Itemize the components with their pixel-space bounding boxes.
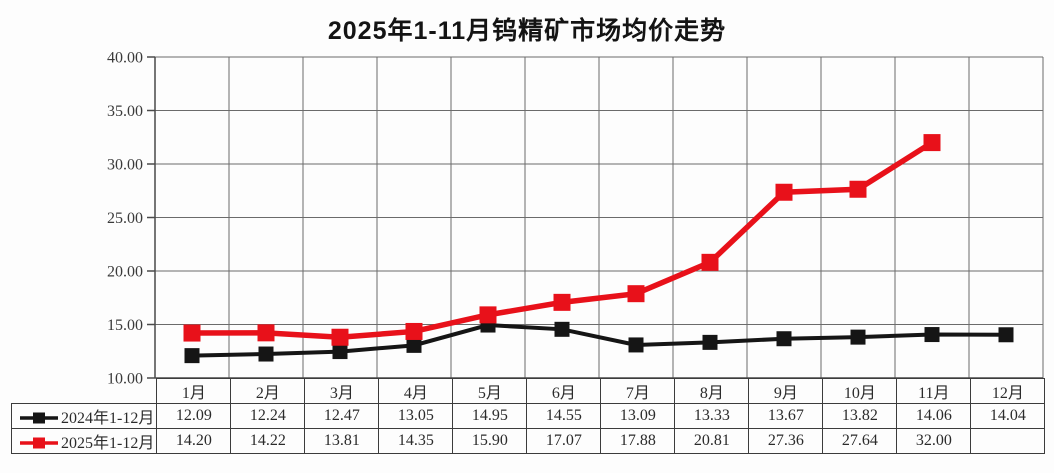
value-cell: 13.33 xyxy=(674,403,750,429)
value-cell: 17.88 xyxy=(600,428,676,454)
data-point-marker xyxy=(479,306,497,324)
value-cell: 14.55 xyxy=(526,403,602,429)
month-header-cell: 8月 xyxy=(674,378,750,404)
data-point-marker xyxy=(701,253,719,271)
value-cell: 32.00 xyxy=(896,428,972,454)
month-header-cell: 9月 xyxy=(748,378,824,404)
y-axis-tick-label: 30.00 xyxy=(107,157,143,174)
value-cell: 13.81 xyxy=(304,428,380,454)
month-header-cell: 10月 xyxy=(822,378,898,404)
value-cell: 13.05 xyxy=(378,403,454,429)
y-axis-tick-label: 40.00 xyxy=(107,50,143,67)
legend-key-icon xyxy=(20,412,58,424)
month-header-cell: 2月 xyxy=(230,378,306,404)
legend-label: 2024年1-12月 xyxy=(61,410,155,427)
y-axis-tick-label: 10.00 xyxy=(107,371,143,388)
value-cell: 13.82 xyxy=(822,403,898,429)
legend-label: 2025年1-12月 xyxy=(61,435,155,452)
table-corner-blank xyxy=(12,379,157,404)
value-cell: 14.04 xyxy=(970,403,1046,429)
value-cell: 14.95 xyxy=(452,403,528,429)
legend-cell: 2025年1-12月 xyxy=(10,428,158,454)
data-point-marker xyxy=(628,337,644,353)
value-cell: 20.81 xyxy=(674,428,750,454)
data-point-marker xyxy=(776,331,792,347)
data-point-marker xyxy=(183,324,201,342)
value-cell: 12.24 xyxy=(230,403,306,429)
value-cell: 17.07 xyxy=(526,428,602,454)
month-header-cell: 11月 xyxy=(896,378,972,404)
table-row: 2025年1-12月 14.20 14.22 13.81 14.35 15.90 17.07… xyxy=(10,428,1046,454)
data-point-marker xyxy=(849,180,867,198)
value-cell: 14.35 xyxy=(378,428,454,454)
table-row: 2024年1-12月 12.09 12.24 12.47 13.05 14.95 14.55… xyxy=(10,403,1046,429)
data-point-marker xyxy=(184,348,200,364)
data-point-marker xyxy=(775,183,793,201)
value-cell: 14.22 xyxy=(230,428,306,454)
y-axis-tick-label: 15.00 xyxy=(107,317,143,334)
value-cell: 13.67 xyxy=(748,403,824,429)
month-header-cell: 6月 xyxy=(526,378,602,404)
value-cell: 14.06 xyxy=(896,403,972,429)
data-point-marker xyxy=(850,329,866,345)
data-point-marker xyxy=(405,322,423,340)
value-cell: 15.90 xyxy=(452,428,528,454)
data-point-marker xyxy=(627,285,645,303)
value-cell: 13.09 xyxy=(600,403,676,429)
value-cell: 12.09 xyxy=(156,403,232,429)
month-header-cell: 3月 xyxy=(304,378,380,404)
value-cell: 27.64 xyxy=(822,428,898,454)
legend-cell: 2024年1-12月 xyxy=(10,403,158,429)
month-header-cell: 12月 xyxy=(970,378,1046,404)
y-axis-tick-label: 20.00 xyxy=(107,264,143,281)
month-header-cell: 7月 xyxy=(600,378,676,404)
data-point-marker xyxy=(258,346,274,362)
value-cell: 14.20 xyxy=(156,428,232,454)
y-axis-tick-label: 35.00 xyxy=(107,103,143,120)
data-point-marker xyxy=(553,293,571,311)
chart-title: 2025年1-11月钨精矿市场均价走势 xyxy=(327,17,727,45)
line-chart-plot: 10.00 15.00 20.00 25.00 30.00 35.00 40.00 xyxy=(107,50,1044,388)
y-axis-tick-label: 25.00 xyxy=(107,210,143,227)
data-point-marker xyxy=(554,321,570,337)
data-point-marker xyxy=(924,327,940,343)
month-header-cell: 4月 xyxy=(378,378,454,404)
legend-key-icon xyxy=(20,437,58,449)
series-line xyxy=(191,323,1007,358)
data-point-marker xyxy=(702,334,718,350)
value-cell xyxy=(970,428,1046,454)
data-point-marker xyxy=(923,134,941,152)
data-point-marker xyxy=(331,328,349,346)
data-point-marker xyxy=(257,324,275,342)
data-point-marker xyxy=(998,327,1014,343)
data-point-marker xyxy=(406,337,422,353)
data-table: 1月 2月 3月 4月 5月 6月 7月 8月 9月 10月 11月 12月 2024年1-12月 12.… xyxy=(10,378,1046,454)
value-cell: 12.47 xyxy=(304,403,380,429)
data-point-marker xyxy=(332,344,348,360)
month-header-cell: 1月 xyxy=(156,378,232,404)
value-cell: 27.36 xyxy=(748,428,824,454)
month-header-cell: 5月 xyxy=(452,378,528,404)
